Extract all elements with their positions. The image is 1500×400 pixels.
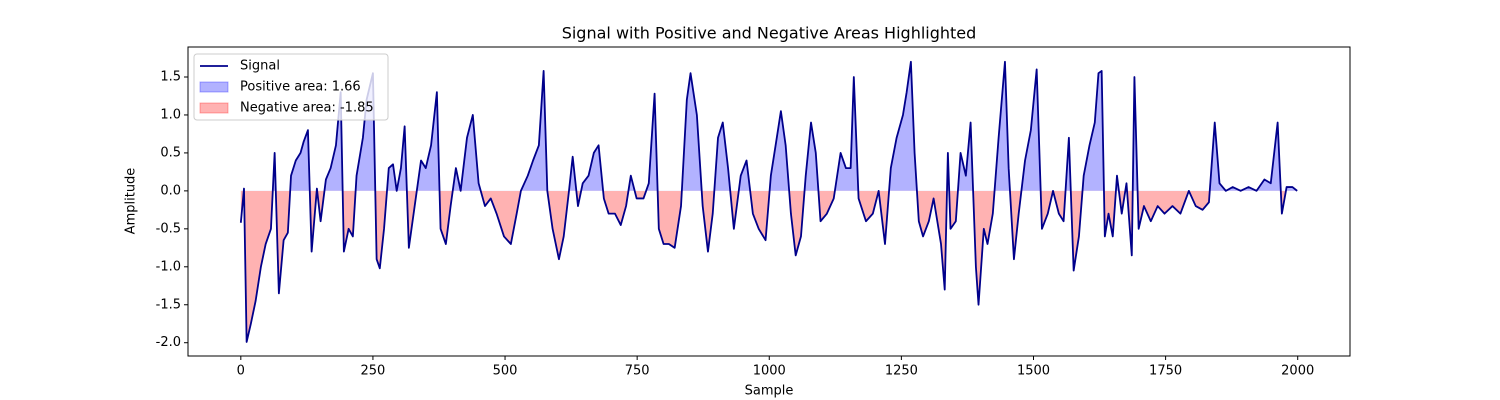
y-tick-label: 0.5 (160, 145, 181, 160)
x-tick-label: 250 (361, 364, 386, 379)
y-tick-label: -2.0 (156, 335, 181, 350)
legend-patch (199, 81, 229, 93)
y-tick-label: -1.5 (156, 297, 181, 312)
legend-label: Positive area: 1.66 (240, 80, 361, 95)
x-tick-label: 500 (493, 364, 518, 379)
x-tick-label: 0 (237, 364, 245, 379)
y-tick-label: -0.5 (156, 221, 181, 236)
x-tick-label: 1750 (1149, 364, 1182, 379)
legend-label: Signal (240, 59, 280, 74)
axes-frame (187, 46, 1351, 357)
x-tick-label: 1500 (1017, 364, 1050, 379)
positive-area (240, 61, 1298, 191)
x-tick-label: 2000 (1281, 364, 1314, 379)
x-axis-label: Sample (745, 384, 794, 399)
y-tick-label: 0.0 (160, 183, 181, 198)
chart-title: Signal with Positive and Negative Areas … (562, 24, 977, 43)
legend-patch (199, 102, 229, 114)
plot-area (239, 60, 1298, 343)
x-tick-label: 1250 (885, 364, 918, 379)
y-axis-label: Amplitude (124, 168, 139, 235)
y-tick-label: -1.0 (156, 259, 181, 274)
y-tick-label: 1.0 (160, 107, 181, 122)
legend-frame (193, 53, 389, 121)
x-tick-label: 750 (625, 364, 650, 379)
y-tick-label: 1.5 (160, 69, 181, 84)
x-tick-label: 1000 (753, 364, 786, 379)
signal-line (239, 60, 1298, 343)
legend-label: Negative area: -1.85 (240, 101, 374, 116)
